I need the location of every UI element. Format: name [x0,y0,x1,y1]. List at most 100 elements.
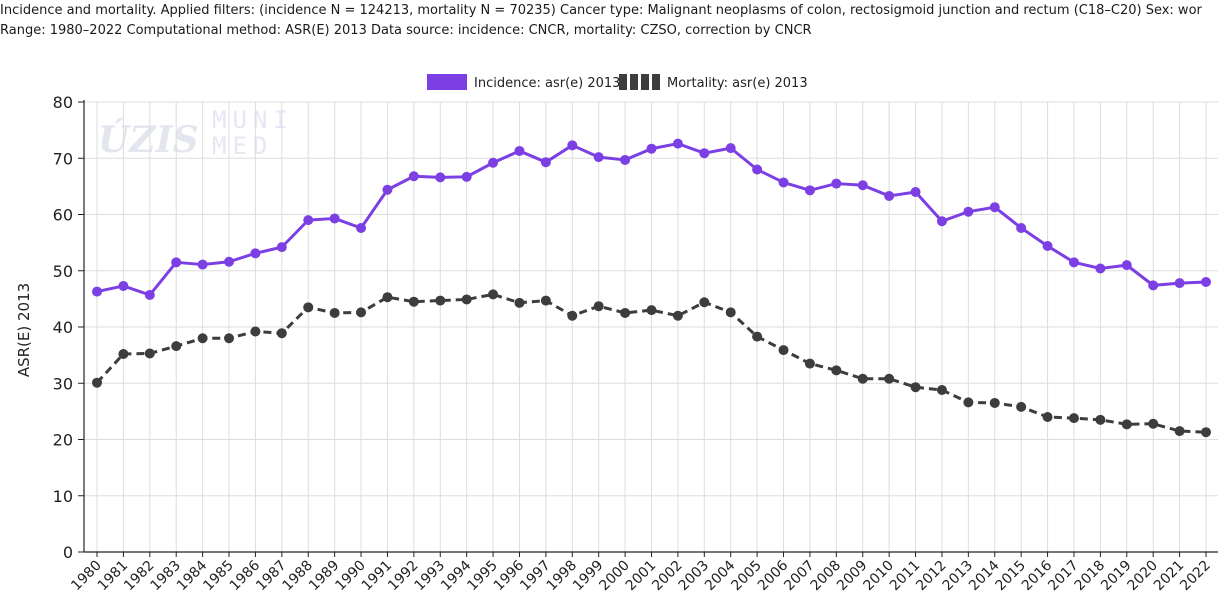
incidence-point[interactable] [1201,277,1211,287]
chart-filters-description: Incidence and mortality. Applied filters… [0,3,1202,18]
muni-logo-watermark-line1: MUNI [212,106,294,134]
mortality-point[interactable] [329,307,340,318]
incidence-point[interactable] [382,184,393,195]
incidence-point[interactable] [910,187,921,197]
incidence-point[interactable] [197,259,208,270]
mortality-point[interactable] [646,305,657,316]
mortality-point[interactable] [144,348,155,359]
mortality-point[interactable] [620,307,631,318]
incidence-point[interactable] [672,138,683,149]
incidence-point[interactable] [356,223,367,233]
incidence-point[interactable] [1016,223,1027,233]
mortality-point[interactable] [672,310,683,321]
mortality-point[interactable] [250,326,261,337]
mortality-point[interactable] [1042,412,1053,422]
watermark: ÚZIS MUNI MED [98,106,294,161]
y-tick-label: 10 [53,487,73,506]
incidence-point[interactable] [1042,241,1053,251]
mortality-point[interactable] [197,333,208,344]
mortality-point[interactable] [435,295,446,306]
mortality-point[interactable] [936,385,947,395]
legend-swatch-incidence[interactable] [427,74,467,90]
incidence-point[interactable] [1068,257,1079,268]
mortality-point[interactable] [224,333,235,344]
legend-label-incidence[interactable]: Incidence: asr(e) 2013 [474,76,620,91]
mortality-point[interactable] [831,365,842,376]
incidence-point[interactable] [778,177,789,188]
incidence-point[interactable] [514,145,525,156]
mortality-point[interactable] [1174,426,1185,437]
mortality-point[interactable] [804,358,815,369]
incidence-point[interactable] [1121,260,1132,271]
mortality-point[interactable] [408,296,419,307]
mortality-point[interactable] [461,294,472,305]
mortality-point[interactable] [1068,413,1079,424]
incidence-point[interactable] [540,157,551,168]
mortality-point[interactable] [567,310,578,321]
incidence-point[interactable] [804,185,815,196]
mortality-point[interactable] [118,349,129,359]
incidence-point[interactable] [936,216,947,227]
incidence-point[interactable] [620,154,631,165]
incidence-point[interactable] [989,202,1000,213]
incidence-point[interactable] [435,172,446,183]
mortality-point[interactable] [752,331,763,342]
incidence-point[interactable] [408,171,419,182]
mortality-point[interactable] [540,295,551,306]
incidence-point[interactable] [1174,278,1185,289]
mortality-point[interactable] [1121,419,1132,430]
mortality-point[interactable] [910,382,921,393]
mortality-point[interactable] [488,289,499,300]
incidence-point[interactable] [884,190,895,201]
mortality-point[interactable] [963,397,974,408]
y-tick-label: 80 [53,93,73,112]
mortality-point[interactable] [171,341,182,352]
mortality-point[interactable] [989,397,1000,408]
mortality-point[interactable] [857,373,868,384]
mortality-point[interactable] [276,328,287,339]
incidence-point[interactable] [1095,263,1106,274]
y-tick-label: 20 [53,431,73,450]
mortality-point[interactable] [514,297,525,308]
incidence-point[interactable] [488,157,499,168]
mortality-point[interactable] [382,292,393,303]
incidence-point[interactable] [250,248,261,259]
incidence-point[interactable] [303,215,314,226]
incidence-point[interactable] [329,213,340,224]
incidence-point[interactable] [224,256,235,267]
incidence-point[interactable] [144,289,155,300]
incidence-point[interactable] [276,242,287,253]
incidence-point[interactable] [725,143,736,154]
mortality-point[interactable] [1201,427,1211,438]
incidence-point[interactable] [699,148,710,159]
incidence-point[interactable] [171,257,182,268]
mortality-point[interactable] [1016,401,1027,412]
incidence-point[interactable] [752,164,763,175]
mortality-point[interactable] [725,307,736,318]
legend-label-mortality[interactable]: Mortality: asr(e) 2013 [667,76,808,91]
mortality-point[interactable] [699,297,710,308]
incidence-point[interactable] [1148,280,1159,291]
incidence-point[interactable] [461,171,472,182]
mortality-point[interactable] [1148,418,1159,429]
y-axis-title: ASR(E) 2013 [15,283,33,377]
mortality-point[interactable] [593,301,604,312]
incidence-point[interactable] [567,140,578,151]
y-tick-label: 50 [53,262,73,281]
mortality-point[interactable] [92,377,102,388]
mortality-point[interactable] [303,302,314,313]
incidence-point[interactable] [118,280,129,291]
mortality-point[interactable] [778,345,789,356]
incidence-point[interactable] [646,143,657,154]
incidence-point[interactable] [92,286,102,297]
incidence-point[interactable] [963,206,974,217]
incidence-point[interactable] [857,180,868,191]
incidence-point[interactable] [831,178,842,189]
incidence-point[interactable] [593,152,604,163]
mortality-point[interactable] [884,373,895,384]
mortality-point[interactable] [356,307,367,318]
muni-logo-watermark-line2: MED [212,132,273,160]
legend[interactable]: Incidence: asr(e) 2013 Mortality: asr(e)… [427,74,808,91]
mortality-point[interactable] [1095,414,1106,425]
